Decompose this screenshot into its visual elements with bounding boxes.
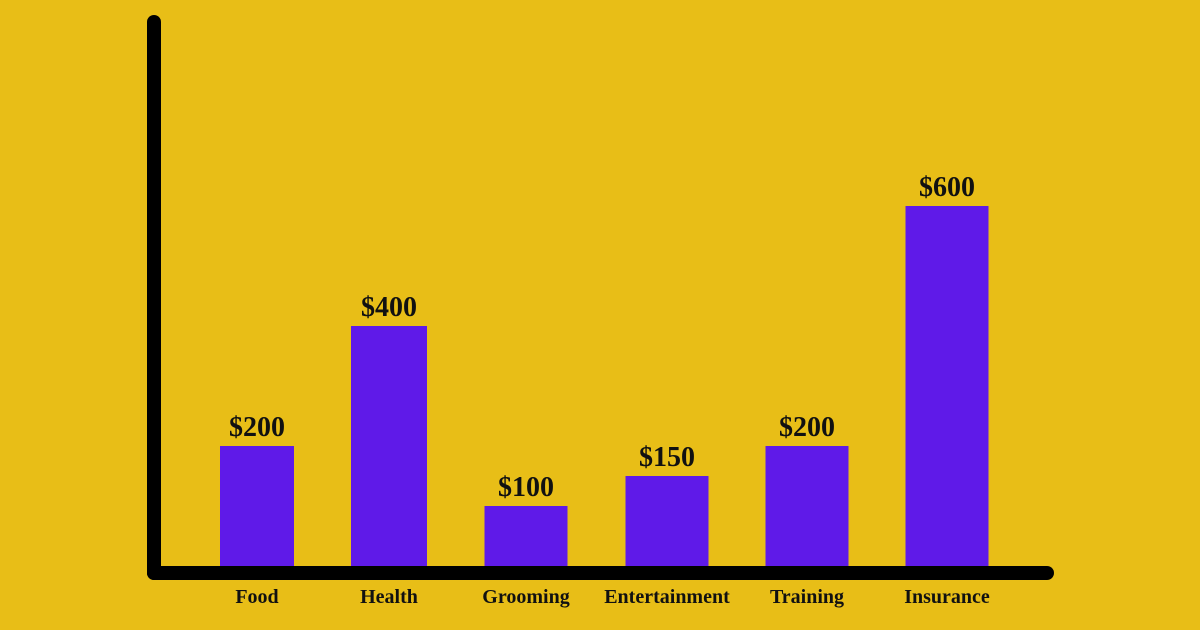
value-label-grooming: $100 — [498, 472, 554, 503]
x-tick-label-entertainment: Entertainment — [604, 586, 730, 608]
value-label-insurance: $600 — [919, 172, 975, 203]
x-tick-label-health: Health — [360, 586, 418, 608]
bar-insurance — [905, 206, 989, 566]
bar-health — [351, 326, 427, 566]
value-label-training: $200 — [779, 412, 835, 443]
value-label-food: $200 — [229, 412, 285, 443]
bars-group — [220, 206, 989, 566]
bar-grooming — [484, 506, 568, 566]
bar-entertainment — [625, 476, 709, 566]
value-label-entertainment: $150 — [639, 442, 695, 473]
x-tick-label-training: Training — [770, 586, 844, 608]
value-label-health: $400 — [361, 292, 417, 323]
x-tick-label-food: Food — [235, 586, 278, 608]
x-tick-label-insurance: Insurance — [904, 586, 990, 608]
bar-training — [765, 446, 849, 566]
bar-food — [220, 446, 294, 566]
x-tick-labels-group: Food Health Grooming Entertainment Training I… — [235, 586, 990, 608]
value-labels-group: $200 $400 $100 $150 $200 $600 — [229, 172, 975, 503]
x-tick-label-grooming: Grooming — [482, 586, 569, 608]
